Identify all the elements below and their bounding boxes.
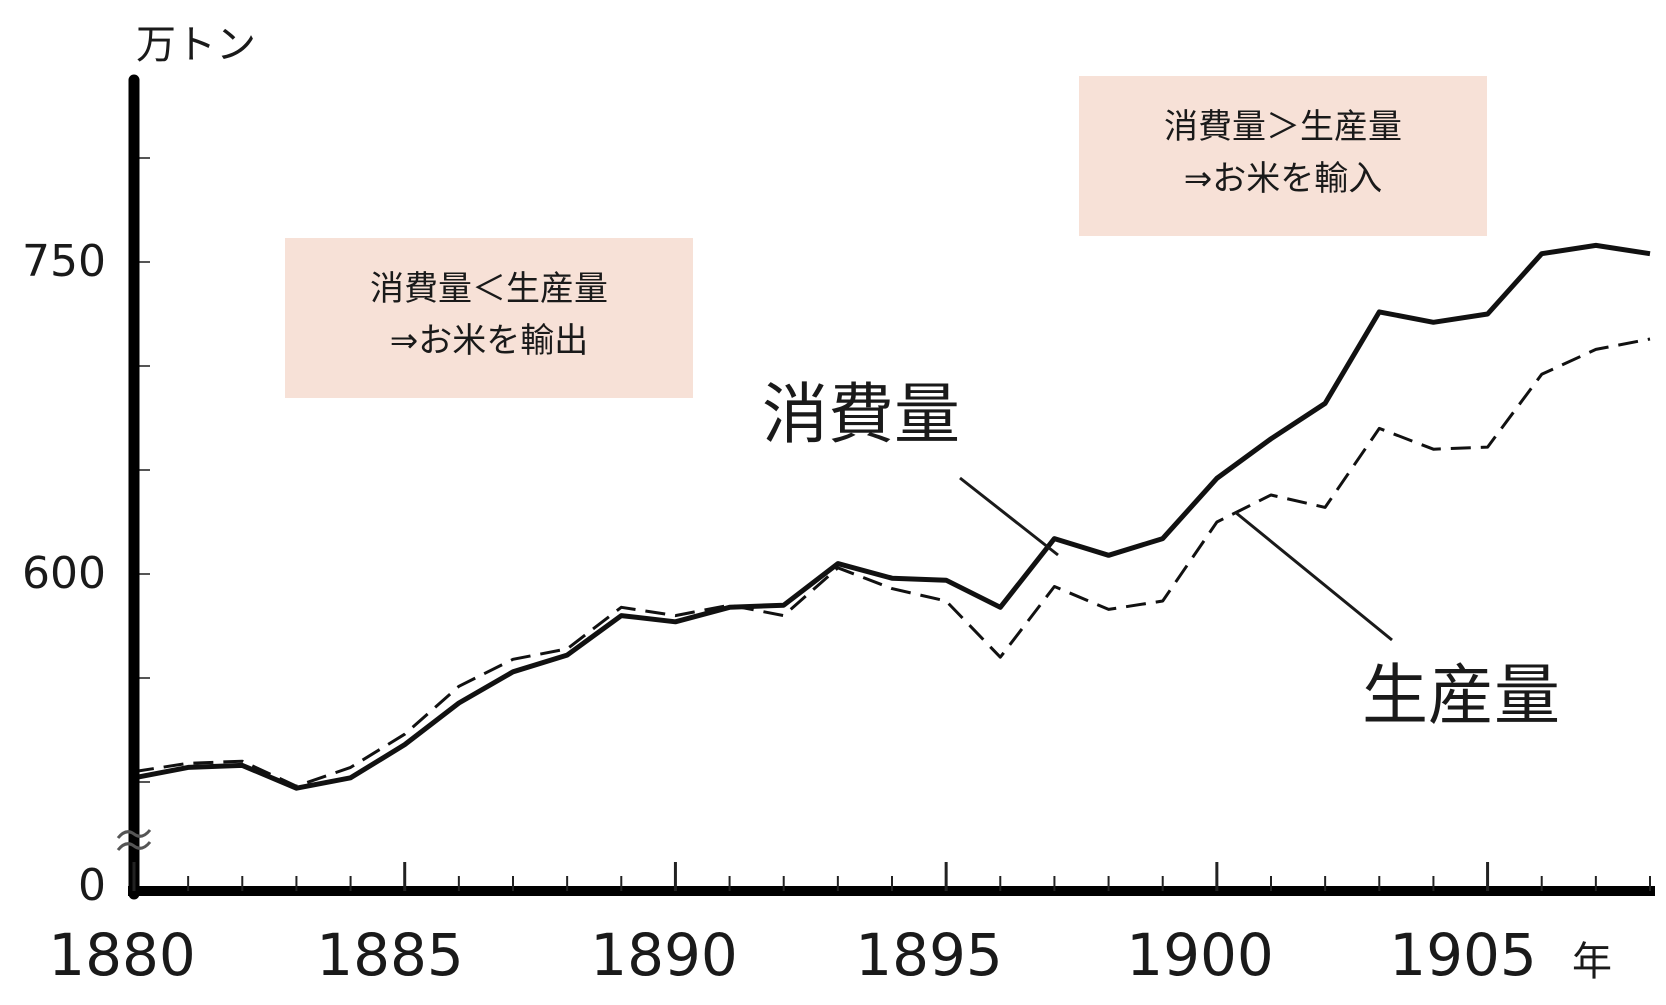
annotation-right-line-1: 消費量＞生産量 — [1164, 107, 1402, 147]
y-axis-tick-labels: 0 600 750 — [22, 236, 106, 911]
x-tick-label-1880: 1880 — [48, 921, 196, 989]
y-tick-label-750: 750 — [22, 236, 106, 287]
annotation-left-line-2: ⇒お米を輸出 — [390, 321, 589, 361]
annotation-left-line-1: 消費量＜生産量 — [370, 269, 608, 309]
x-tick-label-1900: 1900 — [1126, 921, 1274, 989]
annotation-left: 消費量＜生産量 ⇒お米を輸出 — [285, 238, 693, 398]
x-axis-tick-labels: 1880 1885 1890 1895 1900 1905 — [48, 921, 1537, 989]
y-tick-label-0: 0 — [78, 860, 106, 911]
series-line-production — [133, 337, 1651, 788]
annotation-right-box — [1079, 76, 1487, 236]
annotation-right: 消費量＞生産量 ⇒お米を輸入 — [1079, 76, 1487, 236]
series-line-consumption — [133, 242, 1651, 791]
annotation-right-line-2: ⇒お米を輸入 — [1184, 159, 1383, 199]
x-axis-unit: 年 — [1572, 939, 1612, 985]
leader-line-production — [1234, 510, 1393, 642]
y-axis-minor-ticks — [134, 157, 150, 783]
x-tick-label-1885: 1885 — [316, 921, 464, 989]
y-tick-label-600: 600 — [22, 548, 106, 599]
series-label-consumption: 消費量 — [762, 376, 960, 453]
leader-line-consumption — [959, 476, 1059, 557]
x-tick-label-1890: 1890 — [590, 921, 738, 989]
annotation-left-box — [285, 238, 693, 398]
series-label-production: 生産量 — [1362, 657, 1560, 734]
x-axis-ticks — [132, 862, 1651, 891]
y-axis-unit: 万トン — [136, 22, 256, 68]
x-tick-label-1895: 1895 — [855, 921, 1003, 989]
axis-break-mark — [116, 829, 152, 851]
x-tick-label-1905: 1905 — [1389, 921, 1537, 989]
